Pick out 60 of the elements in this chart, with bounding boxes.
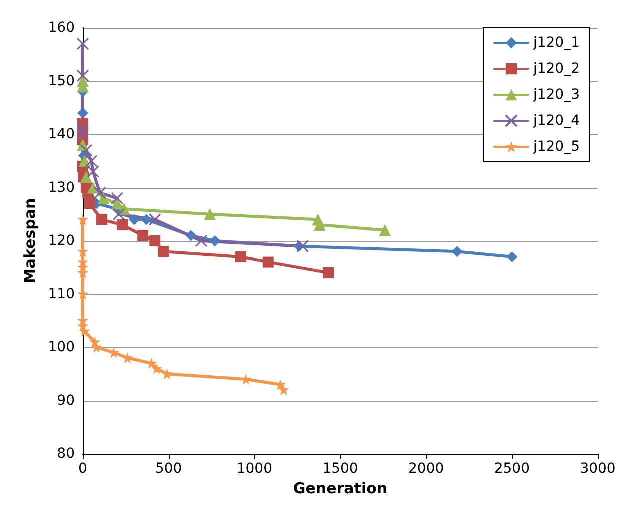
point [78, 214, 88, 226]
point [138, 230, 149, 242]
point [162, 368, 173, 380]
point [129, 214, 140, 226]
point [116, 220, 128, 231]
point [322, 267, 334, 278]
point [98, 192, 110, 204]
legend-label: j120_4 [532, 113, 580, 129]
y-tick-label: 150 [48, 73, 75, 90]
x-tick-label: 0 [78, 461, 88, 477]
y-tick-label: 110 [48, 286, 75, 302]
point [96, 214, 108, 226]
x-tick-label: 2500 [494, 461, 530, 477]
x-tick-label: 1000 [236, 461, 272, 477]
y-tick-label: 120 [48, 233, 75, 249]
point [79, 326, 90, 338]
point [76, 38, 90, 50]
point [204, 208, 216, 220]
point [506, 251, 518, 262]
point [80, 171, 92, 184]
y-axis-title: Makespan [20, 198, 39, 284]
y-tick-label: 140 [48, 126, 75, 142]
legend-label: j120_5 [532, 139, 580, 155]
legend-label: j120_1 [532, 35, 580, 51]
point [94, 186, 106, 200]
point [210, 236, 221, 246]
point [84, 198, 96, 210]
point [158, 246, 170, 258]
point [186, 230, 197, 242]
legend-label: j120_2 [532, 61, 580, 77]
legend-label: j120_3 [532, 87, 580, 103]
point [235, 251, 246, 262]
y-tick-label: 90 [57, 392, 75, 409]
x-axis-title: Generation [293, 479, 388, 498]
point [452, 246, 463, 258]
point [262, 256, 274, 268]
x-tick-label: 3000 [580, 461, 616, 477]
y-tick-label: 130 [48, 180, 75, 196]
point [240, 374, 252, 385]
y-tick-label: 160 [48, 20, 75, 36]
x-tick-label: 2000 [408, 461, 444, 477]
point [87, 182, 100, 194]
point [80, 144, 93, 157]
x-tick-label: 500 [155, 461, 182, 477]
point [150, 236, 161, 246]
point [76, 70, 90, 82]
point [112, 208, 126, 221]
y-tick-label: 100 [48, 340, 75, 356]
point [78, 108, 88, 119]
point [91, 342, 102, 353]
point [141, 214, 152, 226]
x-tick-label: 1500 [322, 461, 358, 477]
point [278, 384, 290, 396]
y-tick-label: 80 [57, 446, 75, 462]
point [195, 234, 208, 248]
point [148, 213, 162, 226]
point [296, 240, 309, 253]
point [151, 363, 162, 374]
point [111, 192, 124, 205]
point [379, 224, 392, 236]
